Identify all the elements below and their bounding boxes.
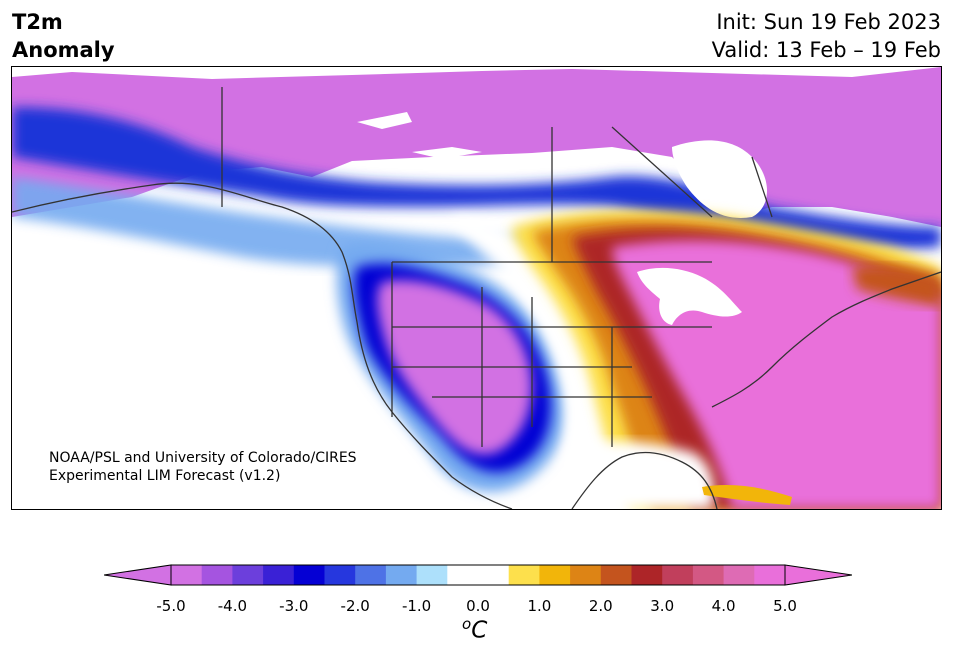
- colorbar-segment: [723, 565, 755, 585]
- maritimes-warm: [852, 265, 941, 307]
- great-lakes: [637, 267, 742, 325]
- colorbar-tick-label: 3.0: [650, 597, 675, 615]
- colorbar-segment: [631, 565, 663, 585]
- colorbar-segment: [201, 565, 233, 585]
- unit-symbol: C: [471, 617, 488, 644]
- chart-title: T2m Anomaly: [12, 8, 115, 64]
- valid-range: Valid: 13 Feb – 19 Feb: [711, 38, 941, 62]
- colorbar-segment: [754, 565, 786, 585]
- credit-block: NOAA/PSL and University of Colorado/CIRE…: [49, 449, 357, 485]
- anomaly-label: Anomaly: [12, 38, 115, 62]
- colorbar-frame: [170, 564, 786, 586]
- colorbar-tick-label: -3.0: [279, 597, 309, 615]
- colorbar-segment: [508, 565, 540, 585]
- credit-line-2: Experimental LIM Forecast (v1.2): [49, 468, 281, 484]
- unit-label: oC: [462, 615, 487, 644]
- colorbar-segment: [324, 565, 356, 585]
- anomaly-map: [11, 66, 942, 510]
- colorbar-over-arrow: [784, 564, 852, 586]
- colorbar-segment: [385, 565, 418, 585]
- colorbar-tick-label: -5.0: [156, 597, 186, 615]
- credit-line-1: NOAA/PSL and University of Colorado/CIRE…: [49, 450, 357, 466]
- boundaries: [12, 87, 941, 509]
- colorbar-segment: [293, 565, 325, 585]
- colorbar-segment: [539, 565, 571, 585]
- colorbar-segment: [263, 565, 295, 585]
- arctic-ice: [357, 112, 482, 159]
- colorbar-segment: [662, 565, 694, 585]
- variable-label: T2m: [12, 10, 63, 34]
- colorbar-under-arrow: [104, 564, 172, 586]
- colorbar-tick-label: 1.0: [527, 597, 552, 615]
- colorbar-segment: [171, 565, 203, 585]
- init-date: Init: Sun 19 Feb 2023: [716, 10, 941, 34]
- colorbar-segment: [416, 565, 448, 585]
- colorbar-tick-label: 5.0: [773, 597, 797, 615]
- forecast-dates: Init: Sun 19 Feb 2023 Valid: 13 Feb – 19…: [712, 8, 941, 64]
- colorbar-tick-label: 4.0: [711, 597, 736, 615]
- colorbar-segment: [478, 565, 510, 585]
- colorbar-tick-label: 2.0: [588, 597, 613, 615]
- colorbar-segment: [570, 565, 602, 585]
- cuba: [702, 485, 792, 505]
- colorbar-segment: [692, 565, 725, 585]
- colorbar-segment: [447, 565, 479, 585]
- colorbar-segment: [355, 565, 387, 585]
- map-canvas: [12, 67, 941, 509]
- colorbar-segment: [232, 565, 264, 585]
- colorbar-tick-label: -4.0: [217, 597, 248, 615]
- colorbar: [104, 564, 852, 586]
- colorbar-segment: [600, 565, 632, 585]
- unit-prefix: o: [462, 615, 472, 633]
- colorbar-tick-label: -2.0: [340, 597, 370, 615]
- hudson-bay: [672, 140, 767, 218]
- colorbar-tick-label: -1.0: [401, 597, 432, 615]
- gulf-of-mexico: [568, 441, 714, 509]
- colorbar-tick-label: 0.0: [466, 597, 490, 615]
